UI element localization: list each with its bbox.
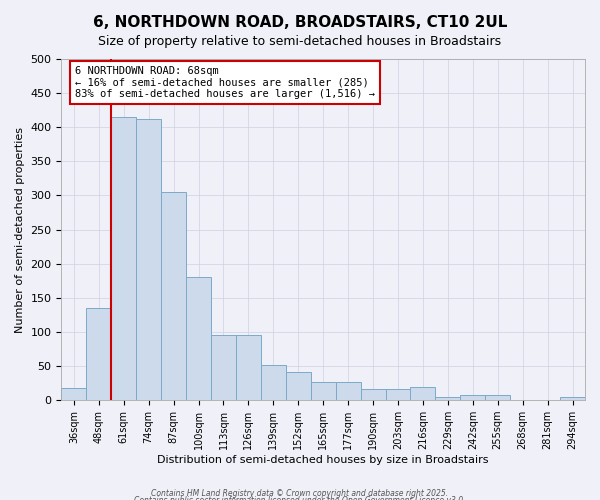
Text: Contains HM Land Registry data © Crown copyright and database right 2025.: Contains HM Land Registry data © Crown c…: [151, 488, 449, 498]
X-axis label: Distribution of semi-detached houses by size in Broadstairs: Distribution of semi-detached houses by …: [157, 455, 489, 465]
Bar: [286, 372, 311, 400]
Bar: [236, 334, 261, 400]
Bar: [161, 192, 186, 400]
Bar: [61, 388, 86, 400]
Text: Size of property relative to semi-detached houses in Broadstairs: Size of property relative to semi-detach…: [98, 35, 502, 48]
Bar: [560, 398, 585, 400]
Bar: [86, 308, 111, 400]
Bar: [485, 396, 510, 400]
Bar: [436, 398, 460, 400]
Bar: [460, 396, 485, 400]
Bar: [211, 334, 236, 400]
Text: 6, NORTHDOWN ROAD, BROADSTAIRS, CT10 2UL: 6, NORTHDOWN ROAD, BROADSTAIRS, CT10 2UL: [93, 15, 507, 30]
Bar: [311, 382, 335, 400]
Bar: [136, 119, 161, 400]
Bar: [111, 117, 136, 400]
Text: Contains public sector information licensed under the Open Government Licence v3: Contains public sector information licen…: [134, 496, 466, 500]
Bar: [361, 388, 386, 400]
Bar: [386, 388, 410, 400]
Text: 6 NORTHDOWN ROAD: 68sqm
← 16% of semi-detached houses are smaller (285)
83% of s: 6 NORTHDOWN ROAD: 68sqm ← 16% of semi-de…: [75, 66, 375, 99]
Bar: [186, 278, 211, 400]
Y-axis label: Number of semi-detached properties: Number of semi-detached properties: [15, 126, 25, 332]
Bar: [410, 386, 436, 400]
Bar: [335, 382, 361, 400]
Bar: [261, 364, 286, 400]
